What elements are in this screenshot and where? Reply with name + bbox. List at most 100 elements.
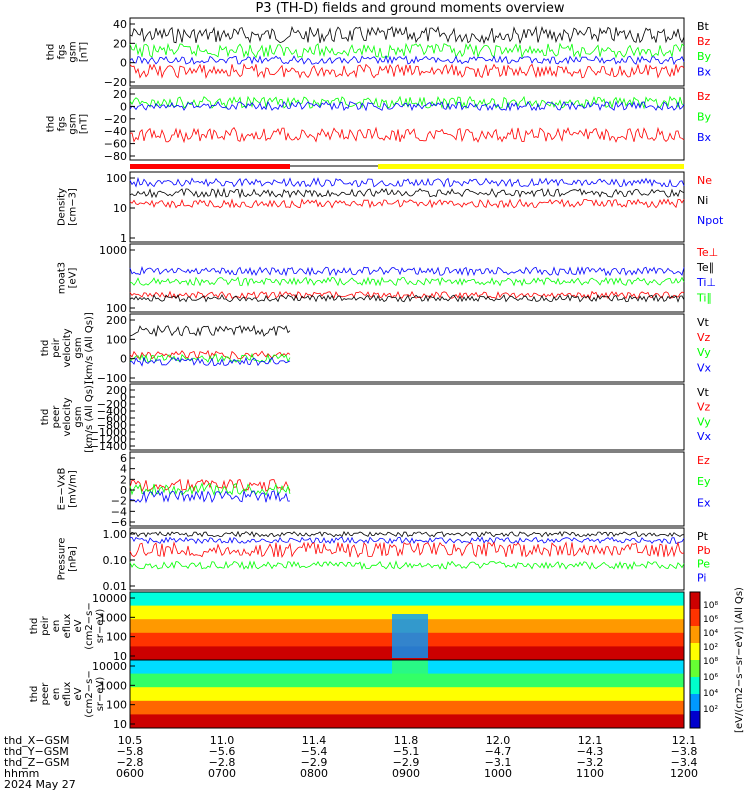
x-axis-value: 12.1 [672, 734, 697, 747]
trace-fgs-gsm [129, 63, 685, 80]
y-tick-label: 0.10 [103, 554, 128, 567]
x-axis-value: −5.8 [117, 745, 144, 758]
legend-entry: Vx [697, 430, 712, 443]
legend-entry: Ne [697, 174, 712, 187]
colorbar-segment [690, 626, 700, 644]
x-axis-value: 1100 [576, 767, 604, 780]
x-axis-value: 0800 [300, 767, 328, 780]
y-tick-label: 100 [106, 172, 127, 185]
y-axis-label-temp: moat3[eV] [57, 262, 79, 294]
colorbar-label: [eV/(cm2−s−sr−eV)] (All Qs) [734, 587, 745, 733]
y-tick-label: 20 [113, 37, 127, 50]
legend-entry: Bz [697, 90, 711, 103]
spectrogram-band [130, 700, 684, 715]
colorbar-frame [689, 591, 701, 729]
y-tick-label: −800 [97, 419, 127, 432]
trace-peir-vel [129, 349, 291, 360]
x-axis-value: 11.0 [210, 734, 235, 747]
y-tick-label: 2 [120, 473, 127, 486]
trace-fgs-gsm [129, 54, 685, 66]
panel-frame-fgs-dsl [129, 87, 685, 161]
x-axis-value: −3.8 [671, 745, 698, 758]
status-bar-red [130, 164, 290, 169]
trace-peir-vel [129, 324, 291, 337]
legend-entry: Bx [697, 131, 712, 144]
y-tick-label: −6 [111, 516, 127, 529]
y-tick-label: 0 [120, 391, 127, 404]
legend-entry: Vt [697, 386, 710, 399]
y-axis-label-pressure: Pressure[nPa] [57, 538, 79, 581]
x-axis-value: 0600 [116, 767, 144, 780]
panels-group: 40200−20thdfgsgsm[nT]BtBzByBx200−20−40−6… [29, 17, 724, 731]
legend-entry: Npot [697, 214, 724, 227]
spectrogram-gap [392, 614, 428, 658]
trace-density [129, 176, 685, 188]
colorbar-tick-label: 10⁴ [703, 689, 718, 699]
y-axis-label-efield: E=−VxB[mV/m] [57, 468, 79, 511]
spectrogram-band [130, 673, 684, 688]
y-tick-label: 40 [113, 18, 127, 31]
y-tick-label: 100 [106, 302, 127, 315]
y-axis-label-fgs-dsl: thdfgsgsm[nT] [46, 113, 90, 134]
legend-entry: Ez [697, 454, 710, 467]
x-axis-value: 12.1 [578, 734, 603, 747]
y-tick-label: 100 [106, 631, 127, 644]
legend-entry: Ni [697, 194, 708, 207]
legend-entry: Te∥ [696, 261, 714, 274]
x-axis-value: 1000 [484, 767, 512, 780]
legend-entry: Pt [697, 530, 709, 543]
trace-temp [129, 293, 685, 303]
y-axis-label-peer-vel: thdpeervelocitygsm[km/s (All Qs)] [40, 381, 95, 453]
trace-temp [129, 266, 685, 277]
trace-efield [129, 489, 291, 504]
x-axis-value: −4.3 [577, 745, 604, 758]
x-axis-row-label: thd_X−GSM [4, 734, 70, 747]
colorbar-tick-label: 10⁸ [703, 601, 718, 611]
panel-frame-peir-vel [129, 313, 685, 383]
y-tick-label: −20 [104, 76, 127, 89]
trace-fgs-dsl [129, 126, 685, 144]
y-tick-label: 20 [113, 88, 127, 101]
y-tick-label: 0 [120, 484, 127, 497]
spectrogram-band [130, 592, 684, 607]
y-tick-label: −1400 [90, 440, 127, 453]
y-tick-label: −400 [97, 405, 127, 418]
colorbar-tick-label: 10² [703, 643, 718, 653]
legend-entry: Bz [697, 35, 711, 48]
y-tick-label: −600 [97, 412, 127, 425]
panel-frame-fgs-gsm [129, 17, 685, 87]
spectrogram-band [130, 687, 684, 702]
colorbar-tick-label: 10² [703, 705, 718, 715]
trace-pressure [129, 560, 685, 571]
colorbar-segment [690, 660, 700, 678]
panel-frame-pressure [129, 527, 685, 591]
y-tick-label: 10000 [92, 660, 127, 673]
x-axis-value: 10.5 [118, 734, 143, 747]
x-axis-value: −3.4 [671, 756, 698, 769]
x-axis-row-label: thd_Z−GSM [4, 756, 70, 769]
colorbar-segment [690, 592, 700, 610]
panel-frame-efield [129, 451, 685, 527]
x-axis-value: −5.1 [393, 745, 420, 758]
y-tick-label: 1.00 [103, 528, 128, 541]
x-axis-row-label: hhmm [4, 767, 39, 780]
legend-entry: Ti∥ [696, 291, 712, 304]
x-axis-value: 11.8 [394, 734, 419, 747]
colorbar-segment [690, 711, 700, 729]
y-tick-label: −1000 [90, 426, 127, 439]
y-tick-label: 1 [120, 232, 127, 245]
legend-entry: Vy [697, 346, 711, 359]
panel-border-peer-spec [129, 659, 685, 729]
panel-frame-peer-vel [129, 383, 685, 451]
x-axis-value: 0900 [392, 767, 420, 780]
y-tick-label: 0 [120, 100, 127, 113]
y-tick-label: 6 [120, 452, 127, 465]
x-axis-value: −2.9 [393, 756, 420, 769]
colorbar-tick-label: 10⁴ [703, 629, 718, 639]
trace-density [129, 198, 685, 209]
status-bar-yellow [378, 164, 684, 169]
y-tick-label: 1000 [99, 244, 127, 257]
spectrogram-band [130, 714, 684, 729]
x-axis-annotation: 10.5 11.0 11.4 11.8 12.0 12.1 12.1 −5.8 −5.6 −5.4… [4, 734, 698, 791]
colorbar-segment [690, 677, 700, 695]
